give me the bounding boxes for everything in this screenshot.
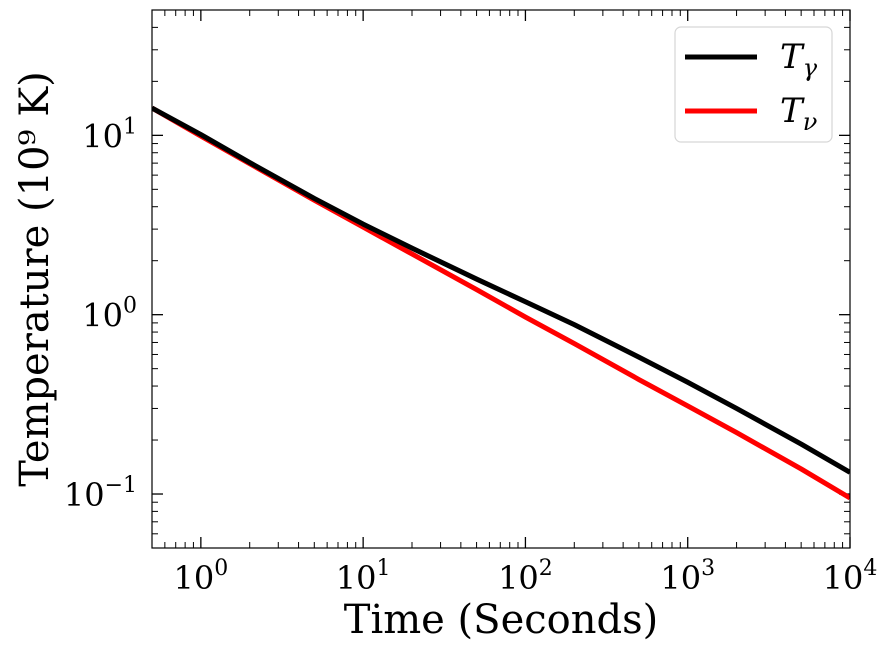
x-tick-base: 10 (823, 559, 864, 597)
legend-label-gamma-sub: γ (803, 54, 818, 82)
x-tick-label: 104 (823, 556, 878, 597)
x-tick-exp: 4 (863, 556, 877, 581)
y-tick-label: 10−1 (64, 473, 137, 514)
y-tick-base: 10 (64, 476, 105, 514)
x-tick-label: 102 (498, 556, 553, 597)
x-tick-exp: 0 (214, 556, 228, 581)
series-layer (152, 105, 850, 501)
legend: Tγ Tν (674, 26, 833, 143)
y-axis-label: Temperature (10⁹ K) (12, 71, 58, 487)
legend-label-nu: Tν (780, 91, 817, 136)
x-tick-label: 103 (660, 556, 715, 597)
x-tick-base: 10 (336, 559, 377, 597)
legend-label-gamma: Tγ (780, 37, 818, 82)
y-tick-base: 10 (82, 117, 123, 155)
x-tick-base: 10 (173, 559, 214, 597)
x-tick-label: 100 (173, 556, 228, 597)
y-tick-label: 100 (82, 294, 137, 335)
x-axis-label: Time (Seconds) (344, 597, 658, 643)
y-tick-label: 101 (82, 114, 137, 155)
x-tick-exp: 3 (701, 556, 715, 581)
plot-frame (151, 9, 851, 549)
x-tick-base: 10 (660, 559, 701, 597)
y-tick-base: 10 (82, 297, 123, 335)
minor-ticks (151, 9, 850, 549)
legend-label-gamma-main: T (780, 37, 805, 77)
series-line-gamma (152, 105, 850, 475)
legend-label-nu-main: T (780, 91, 805, 131)
y-tick-exp: −1 (105, 473, 137, 498)
x-tick-exp: 1 (376, 556, 390, 581)
x-tick-labels: 100 101 102 103 104 (173, 556, 877, 597)
y-tick-exp: 1 (123, 114, 137, 139)
x-tick-exp: 2 (539, 556, 553, 581)
legend-label-nu-sub: ν (803, 108, 818, 136)
x-tick-base: 10 (498, 559, 539, 597)
x-tick-label: 101 (336, 556, 391, 597)
y-tick-exp: 0 (123, 294, 137, 319)
